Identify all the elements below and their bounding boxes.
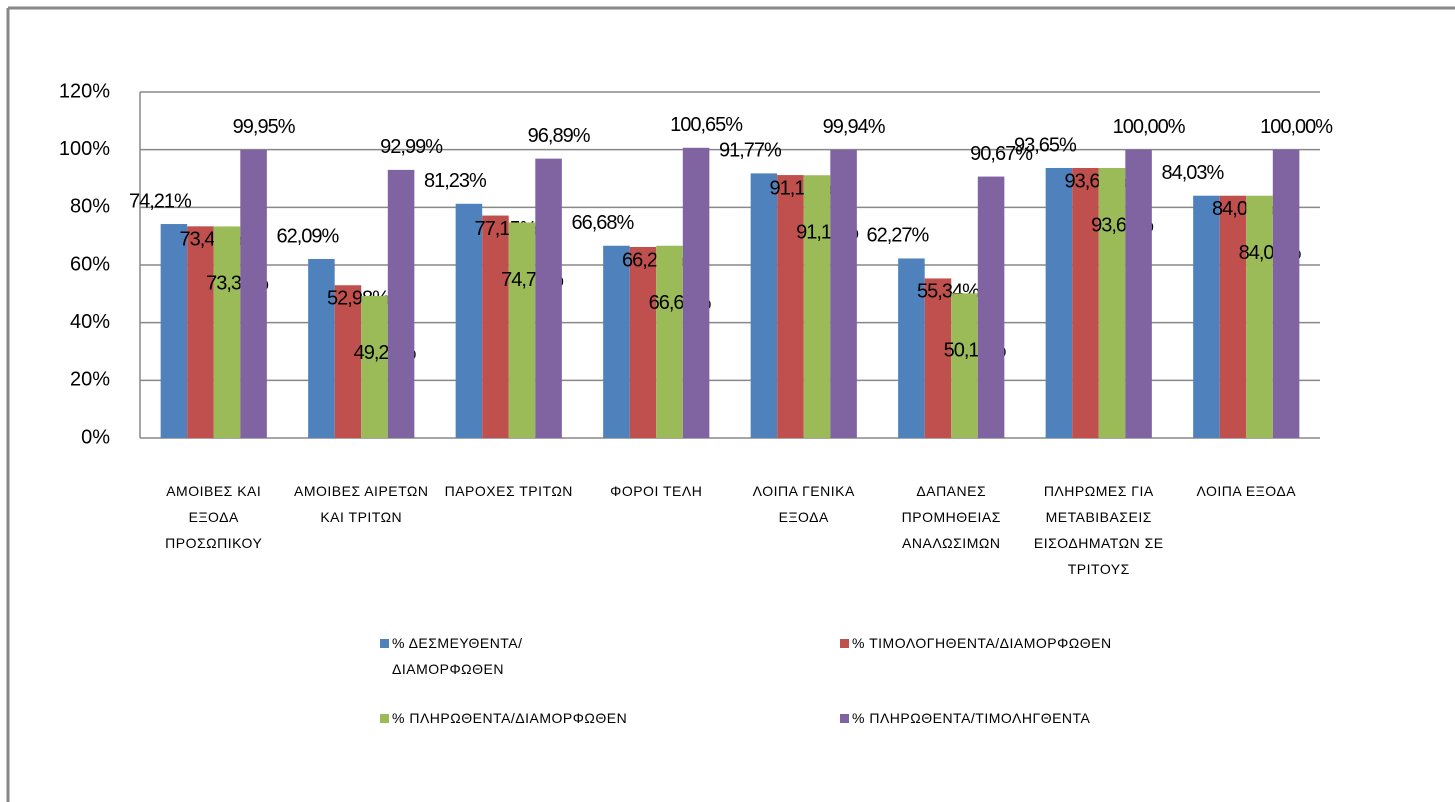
data-label: 84,03% bbox=[1162, 162, 1225, 184]
bar bbox=[777, 175, 804, 438]
bar bbox=[977, 176, 1005, 438]
bar bbox=[830, 149, 857, 438]
bar bbox=[1272, 149, 1300, 438]
bar bbox=[803, 175, 831, 439]
bar bbox=[387, 169, 415, 438]
bar bbox=[898, 258, 925, 438]
data-label: 81,23% bbox=[424, 170, 487, 192]
bar bbox=[656, 245, 683, 438]
bar bbox=[682, 147, 710, 439]
data-label: 100,65% bbox=[670, 114, 743, 136]
data-label: 100,00% bbox=[1260, 116, 1333, 138]
y-tick-label: 120% bbox=[59, 80, 110, 102]
x-tick-label: ΠΛΗΡΩΜΕΣ ΓΙΑ ΜΕΤΑΒΙΒΑΣΕΙΣ ΕΙΣΟΔΗΜΑΤΩΝ ΣΕ… bbox=[1033, 483, 1164, 577]
bar bbox=[750, 173, 778, 439]
x-tick-label: ΦΟΡΟΙ ΤΕΛΗ bbox=[610, 483, 703, 499]
legend-swatch bbox=[380, 714, 389, 723]
x-tick-label: ΔΑΠΑΝΕΣ ΠΡΟΜΗΘΕΙΑΣ ΑΝΑΛΩΣΙΜΩΝ bbox=[901, 483, 1001, 551]
data-label: 99,94% bbox=[823, 116, 886, 138]
data-label: 93,65% bbox=[1014, 134, 1077, 156]
bar bbox=[334, 285, 362, 438]
bar bbox=[1045, 167, 1073, 438]
y-tick-label: 80% bbox=[70, 196, 110, 218]
bar bbox=[1246, 195, 1273, 438]
bar bbox=[187, 226, 214, 438]
bar bbox=[240, 149, 267, 438]
bar bbox=[361, 295, 388, 438]
data-label: 92,99% bbox=[380, 136, 443, 158]
bar bbox=[603, 245, 630, 438]
legend-label: % ΔΕΣΜΕΥΘΕΝΤΑ/ ΔΙΑΜΟΡΦΩΘΕΝ bbox=[392, 635, 523, 677]
bar bbox=[455, 203, 483, 438]
legend-swatch bbox=[380, 639, 389, 648]
x-tick-label: ΑΜΟΙΒΕΣ ΚΑΙ ΕΞΟΔΑ ΠΡΟΣΩΠΙΚΟΥ bbox=[165, 483, 263, 551]
bar bbox=[1098, 167, 1126, 438]
data-label: 62,27% bbox=[867, 225, 930, 247]
x-tick-label: ΛΟΙΠΑ ΕΞΟΔΑ bbox=[1196, 483, 1297, 499]
y-tick-label: 0% bbox=[81, 426, 110, 448]
data-label: 74,21% bbox=[129, 190, 192, 212]
bar bbox=[508, 222, 536, 438]
legend-label: % ΤΙΜΟΛΟΓΗΘΕΝΤΑ/ΔΙΑΜΟΡΦΩΘΕΝ bbox=[852, 635, 1112, 651]
x-tick-label: ΛΟΙΠΑ ΓΕΝΙΚΑ ΕΞΟΔΑ bbox=[752, 483, 855, 525]
bar bbox=[1125, 149, 1152, 438]
bar bbox=[308, 258, 335, 438]
bar bbox=[1193, 195, 1220, 438]
data-label: 99,95% bbox=[233, 116, 296, 138]
data-label: 66,68% bbox=[572, 212, 635, 234]
bar bbox=[213, 226, 241, 438]
bar bbox=[1072, 167, 1099, 438]
bar bbox=[160, 224, 188, 438]
bar bbox=[1219, 195, 1247, 438]
data-label: 100,00% bbox=[1113, 116, 1186, 138]
y-tick-label: 60% bbox=[70, 253, 110, 275]
y-tick-label: 20% bbox=[70, 369, 110, 391]
data-label: 62,09% bbox=[277, 225, 340, 247]
legend-label: % ΠΛΗΡΩΘΕΝΤΑ/ΤΙΜΟΛΗΓΘΕΝΤΑ bbox=[852, 710, 1091, 726]
data-label: 91,77% bbox=[719, 140, 782, 162]
x-tick-label: ΑΜΟΙΒΕΣ ΑΙΡΕΤΩΝ ΚΑΙ ΤΡΙΤΩΝ bbox=[293, 483, 429, 525]
bar bbox=[535, 158, 562, 438]
y-tick-label: 40% bbox=[70, 311, 110, 333]
data-label: 96,89% bbox=[528, 125, 591, 147]
data-label: 90,67% bbox=[970, 143, 1033, 165]
bar bbox=[924, 278, 952, 438]
legend-swatch bbox=[840, 639, 849, 648]
y-tick-label: 100% bbox=[59, 138, 110, 160]
bar bbox=[629, 246, 657, 438]
legend-swatch bbox=[840, 714, 849, 723]
bar bbox=[951, 293, 978, 438]
bar bbox=[482, 215, 509, 438]
x-tick-label: ΠΑΡΟΧΕΣ ΤΡΙΤΩΝ bbox=[444, 483, 573, 499]
legend-label: % ΠΛΗΡΩΘΕΝΤΑ/ΔΙΑΜΟΡΦΩΘΕΝ bbox=[392, 710, 628, 726]
